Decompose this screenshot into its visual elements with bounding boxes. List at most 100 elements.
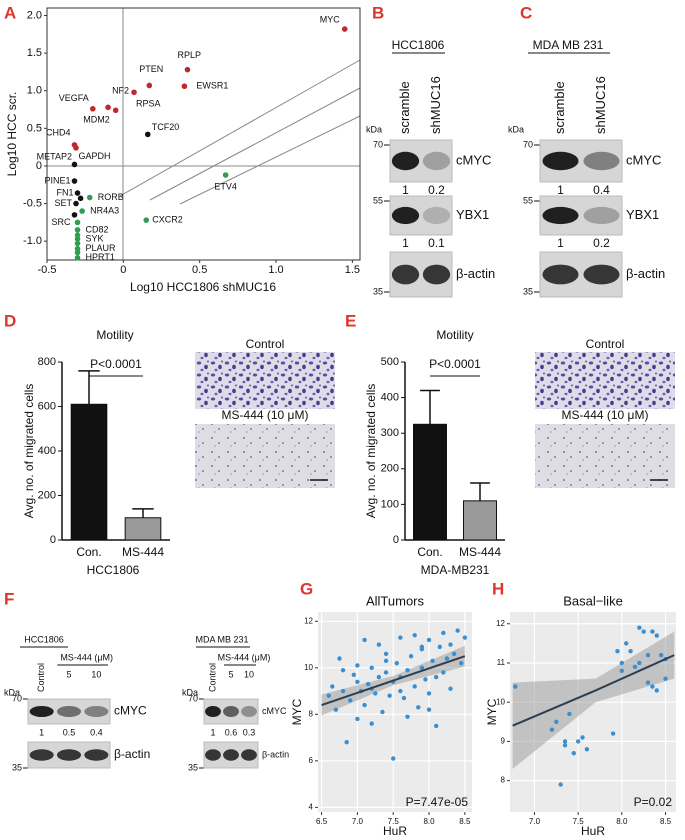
blot-title: MDA MB 231 (533, 38, 604, 52)
x-axis-label: HuR (383, 824, 407, 838)
blot-title: MDA MB 231 (195, 634, 248, 644)
data-point (79, 208, 85, 214)
data-point (74, 227, 81, 233)
y-tick-label: 400 (38, 445, 56, 457)
point-label: PLAUR (86, 243, 117, 253)
data-point (663, 676, 668, 681)
y-tick-label: 0 (393, 534, 399, 546)
lane-group-label: MS-444 (μM) (60, 652, 113, 662)
y-tick-label: -0.5 (23, 197, 42, 209)
data-point (143, 217, 150, 223)
data-point (451, 651, 457, 657)
lane-label: Control (207, 663, 217, 692)
plot-background (318, 612, 472, 812)
data-point (419, 665, 425, 671)
data-point (112, 107, 119, 114)
bar (124, 517, 162, 541)
data-point (412, 633, 417, 638)
data-point (373, 691, 378, 696)
image-label: MS-444 (10 μM) (222, 408, 309, 422)
y-tick-label: 0.5 (27, 122, 42, 134)
y-tick-label: 12 (496, 619, 505, 628)
x-tick-label: 1.0 (268, 264, 283, 276)
data-point (562, 743, 568, 748)
point-label: MDM2 (83, 115, 110, 125)
band (223, 749, 239, 761)
panel-letter: G (300, 579, 313, 598)
data-point (73, 145, 79, 151)
fit-line (321, 655, 466, 706)
band (29, 749, 54, 761)
point-label: FN1 (57, 187, 74, 197)
data-point (74, 240, 81, 247)
y-axis-label: Log10 HCC scr. (5, 92, 19, 177)
data-point (654, 688, 659, 693)
y-tick-label: -1.0 (23, 235, 42, 247)
data-point (383, 651, 389, 657)
data-point (513, 684, 518, 689)
panel-letter: E (345, 311, 356, 330)
data-point (74, 249, 81, 256)
fit-line (512, 654, 675, 727)
quant-label: 0.4 (593, 183, 610, 197)
point-label: NF2 (112, 86, 129, 96)
band (391, 264, 420, 285)
quant-label: 1 (39, 727, 44, 737)
y-axis-label: MYC (485, 698, 499, 725)
data-point (562, 739, 568, 744)
band (542, 151, 579, 171)
data-point (441, 630, 446, 636)
y-tick-label: 1.0 (27, 85, 42, 97)
x-tick-label: 8.5 (459, 817, 471, 826)
data-point (355, 663, 360, 668)
quant-label: 0.5 (63, 727, 76, 737)
point-label: SRC (51, 217, 71, 227)
quant-label: 1 (557, 236, 564, 250)
y-tick-label: 2.0 (27, 9, 42, 21)
marker-label: 55 (523, 195, 533, 205)
band (583, 206, 620, 225)
data-point (71, 212, 78, 218)
image-label: Control (586, 337, 625, 351)
data-point (351, 672, 357, 677)
band (56, 749, 82, 761)
data-point (355, 716, 360, 722)
point-label: SET (54, 198, 72, 208)
data-point (448, 686, 453, 691)
x-tick-label: 6.5 (316, 817, 328, 826)
data-point (650, 629, 655, 634)
point-label: METAP2 (37, 151, 72, 161)
bar (70, 403, 108, 541)
lane-label: 5 (228, 669, 233, 679)
data-point (426, 707, 432, 712)
data-point (430, 658, 435, 664)
marker-label: 70 (188, 693, 198, 703)
data-point (90, 106, 96, 112)
threshold-line (179, 115, 361, 205)
data-point (340, 667, 346, 673)
data-point (419, 644, 425, 650)
kda-label: kDa (182, 687, 198, 697)
data-point (401, 695, 407, 701)
band-label: YBX1 (456, 207, 489, 222)
quant-label: 1 (402, 183, 409, 197)
data-point (369, 721, 374, 726)
band (391, 206, 420, 225)
panel-letter: B (372, 3, 384, 22)
marker-label: 55 (373, 195, 383, 205)
quant-label: 1 (402, 236, 409, 250)
y-tick-label: 400 (381, 392, 399, 404)
y-tick-label: 600 (38, 400, 56, 412)
band-label: cMYC (626, 152, 661, 167)
data-point (398, 688, 403, 694)
data-point (86, 194, 93, 201)
data-point (387, 693, 392, 698)
data-point (341, 26, 348, 32)
data-point (654, 633, 659, 638)
data-point (344, 740, 349, 745)
data-point (380, 709, 385, 715)
blot-title: HCC1806 (24, 634, 64, 644)
lane-label: shMUC16 (428, 76, 443, 134)
panel-letter: H (492, 579, 504, 598)
x-tick-label: -0.5 (38, 264, 57, 276)
